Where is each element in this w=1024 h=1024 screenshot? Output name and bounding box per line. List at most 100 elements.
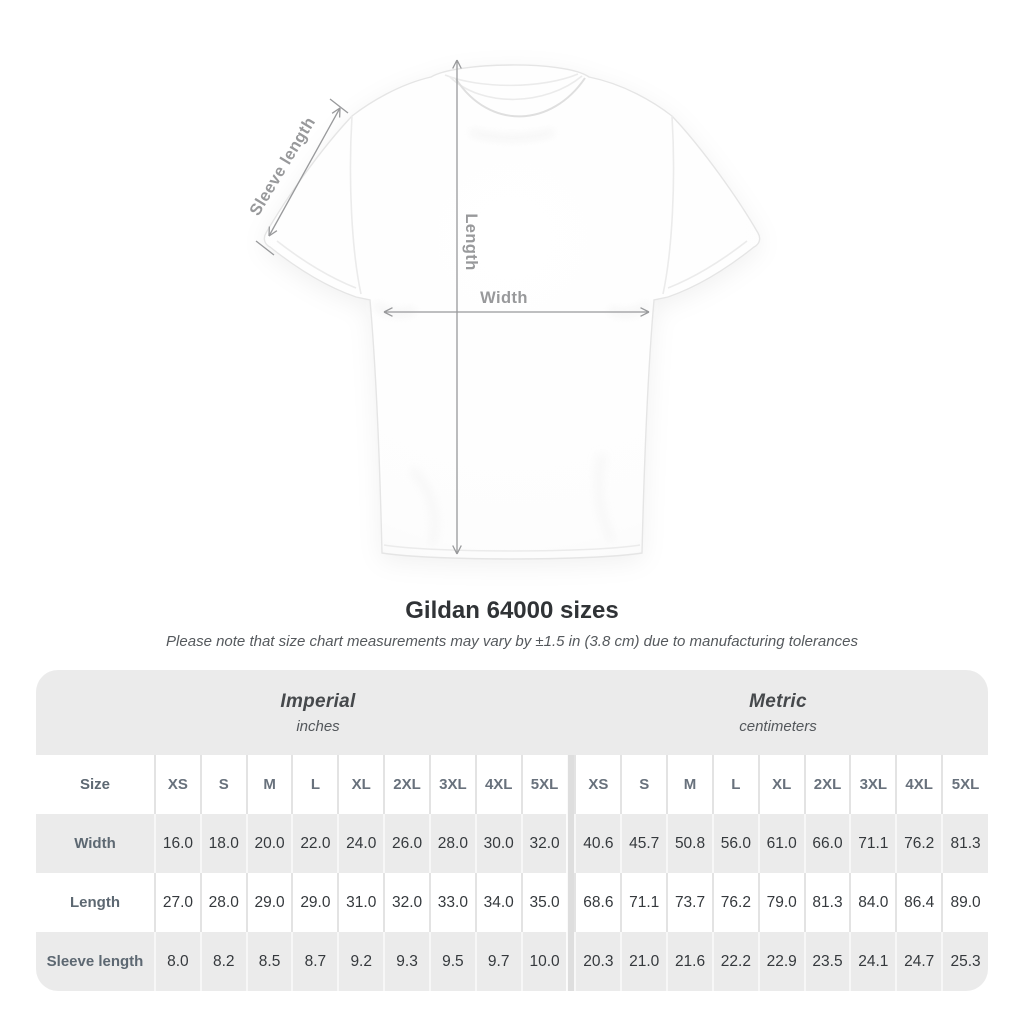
metric-value: 24.1 — [849, 932, 897, 991]
size-table: Imperial inches Metric centimeters Size … — [36, 670, 988, 991]
metric-value: 66.0 — [803, 814, 851, 873]
metric-value: 22.2 — [711, 932, 759, 991]
imperial-value: 9.5 — [428, 932, 476, 991]
metric-value: 20.3 — [574, 932, 622, 991]
size-col-header: 5XL — [941, 755, 988, 814]
size-col-header: 3XL — [428, 755, 476, 814]
imperial-value: 16.0 — [154, 814, 201, 873]
size-col-header: XL — [337, 755, 385, 814]
imperial-value: 31.0 — [337, 873, 385, 932]
imperial-value: 9.2 — [337, 932, 385, 991]
imperial-value: 34.0 — [474, 873, 522, 932]
metric-value: 40.6 — [574, 814, 622, 873]
size-col-header: 4XL — [474, 755, 522, 814]
metric-value: 45.7 — [620, 814, 668, 873]
size-col-header: M — [245, 755, 293, 814]
imperial-value: 29.0 — [291, 873, 339, 932]
metric-value: 89.0 — [941, 873, 988, 932]
unit-header-band: Imperial inches Metric centimeters — [36, 670, 988, 755]
metric-value: 84.0 — [849, 873, 897, 932]
metric-value: 56.0 — [711, 814, 759, 873]
width-label: Width — [480, 289, 528, 307]
imperial-value: 32.0 — [520, 814, 568, 873]
imperial-unit: inches — [296, 717, 340, 735]
imperial-value: 30.0 — [474, 814, 522, 873]
metric-value: 50.8 — [666, 814, 713, 873]
metric-title: Metric — [749, 690, 807, 712]
metric-value: 68.6 — [574, 873, 622, 932]
metric-value: 61.0 — [757, 814, 805, 873]
measurement-arrows — [255, 59, 650, 555]
imperial-value: 8.2 — [199, 932, 247, 991]
imperial-title: Imperial — [280, 690, 356, 712]
metric-value: 73.7 — [666, 873, 713, 932]
metric-value: 86.4 — [895, 873, 943, 932]
size-col-header: XS — [574, 755, 622, 814]
section-divider — [566, 873, 576, 932]
size-col-header: 2XL — [383, 755, 430, 814]
metric-value: 76.2 — [711, 873, 759, 932]
tolerance-note: Please note that size chart measurements… — [166, 633, 858, 650]
table-row: Sleeve length 8.0 8.2 8.5 8.7 9.2 9.3 9.5 9.7 10.… — [36, 932, 988, 991]
metric-value: 81.3 — [803, 873, 851, 932]
metric-value: 76.2 — [895, 814, 943, 873]
row-label: Length — [36, 873, 155, 932]
imperial-value: 22.0 — [291, 814, 339, 873]
imperial-value: 9.7 — [474, 932, 522, 991]
dimension-tick — [255, 240, 275, 256]
metric-value: 71.1 — [620, 873, 668, 932]
size-col-header: L — [711, 755, 759, 814]
size-col-header: 3XL — [849, 755, 897, 814]
metric-value: 22.9 — [757, 932, 805, 991]
sleeve-length-arrow — [268, 107, 341, 237]
metric-value: 21.0 — [620, 932, 668, 991]
metric-unit: centimeters — [739, 717, 817, 735]
metric-value: 23.5 — [803, 932, 851, 991]
metric-section-header: Metric centimeters — [739, 691, 817, 735]
imperial-value: 26.0 — [383, 814, 430, 873]
size-col-header: S — [199, 755, 247, 814]
section-divider — [566, 932, 576, 991]
imperial-value: 8.5 — [245, 932, 293, 991]
size-header-row: Size XS S M L XL 2XL 3XL 4XL 5XL XS S M L XL 2XL 3XL 4XL… — [36, 755, 988, 814]
size-col-header: 4XL — [895, 755, 943, 814]
imperial-value: 10.0 — [520, 932, 568, 991]
imperial-value: 33.0 — [428, 873, 476, 932]
page-title: Gildan 64000 sizes — [405, 597, 619, 624]
size-col-header: XL — [757, 755, 805, 814]
size-col-header: 5XL — [520, 755, 568, 814]
metric-value: 24.7 — [895, 932, 943, 991]
size-col-header: L — [291, 755, 339, 814]
section-divider — [566, 814, 576, 873]
imperial-value: 20.0 — [245, 814, 293, 873]
imperial-value: 24.0 — [337, 814, 385, 873]
imperial-value: 8.7 — [291, 932, 339, 991]
table-row: Width 16.0 18.0 20.0 22.0 24.0 26.0 28.0 30.0 32.… — [36, 814, 988, 873]
table-row: Length 27.0 28.0 29.0 29.0 31.0 32.0 33.0 34.0 35… — [36, 873, 988, 932]
imperial-value: 27.0 — [154, 873, 201, 932]
length-label: Length — [462, 213, 480, 270]
size-col-header: XS — [154, 755, 201, 814]
metric-value: 71.1 — [849, 814, 897, 873]
metric-value: 25.3 — [941, 932, 988, 991]
metric-value: 81.3 — [941, 814, 988, 873]
section-divider — [566, 755, 576, 814]
tshirt-diagram: Sleeve length Length Width — [246, 59, 761, 560]
imperial-value: 28.0 — [428, 814, 476, 873]
metric-value: 21.6 — [666, 932, 713, 991]
imperial-value: 35.0 — [520, 873, 568, 932]
imperial-value: 8.0 — [154, 932, 201, 991]
size-col-header: M — [666, 755, 713, 814]
dimension-tick — [329, 98, 349, 114]
imperial-value: 18.0 — [199, 814, 247, 873]
imperial-value: 29.0 — [245, 873, 293, 932]
row-label: Width — [36, 814, 155, 873]
size-col-header: 2XL — [803, 755, 851, 814]
imperial-section-header: Imperial inches — [280, 691, 355, 735]
measurements-table: Size XS S M L XL 2XL 3XL 4XL 5XL XS S M L XL 2XL 3XL 4XL… — [36, 755, 988, 991]
row-label: Sleeve length — [36, 932, 155, 991]
imperial-value: 32.0 — [383, 873, 430, 932]
metric-value: 79.0 — [757, 873, 805, 932]
size-header: Size — [36, 755, 155, 814]
